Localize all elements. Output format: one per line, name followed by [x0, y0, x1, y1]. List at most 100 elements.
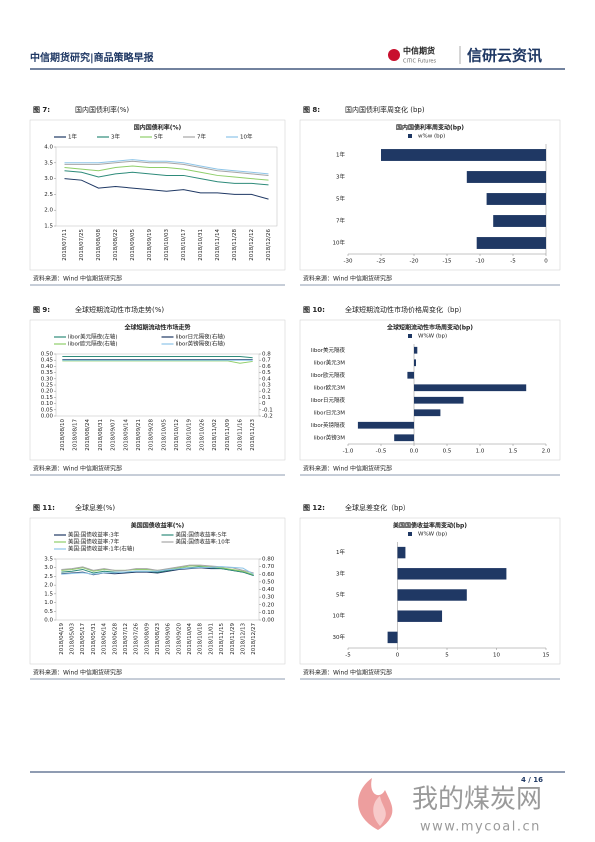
x-tick-label: 2018/11/23	[250, 419, 256, 451]
y2-tick-label: 0.30	[262, 595, 275, 601]
y-tick-label: 2.5	[44, 574, 53, 580]
y-tick-label: 3.0	[44, 565, 53, 571]
x-tick-label: -5	[510, 259, 516, 265]
legend-label: 美国:国债收益率:3年	[68, 531, 120, 539]
series-line	[64, 178, 269, 200]
bar	[397, 568, 507, 580]
legend-label: 7年	[197, 133, 206, 141]
bar	[414, 409, 441, 417]
x-tick-label: 2018/09/19	[147, 229, 153, 261]
chart-frame	[29, 119, 286, 271]
chart-title: 国内国债利率周变动(bp)	[396, 124, 464, 132]
series-line	[64, 170, 269, 186]
y-tick-label: 2.5	[44, 192, 53, 198]
y-tick-label: 3.5	[44, 160, 53, 166]
x-tick-label: 2018/10/17	[181, 229, 187, 261]
chart-title: 美国国债收益率(%)	[130, 522, 185, 530]
series-line	[61, 566, 254, 575]
legend-label: W%W (bp)	[418, 532, 447, 538]
bar	[414, 384, 527, 392]
x-tick-label: 2018/11/16	[237, 419, 243, 451]
series-line	[64, 159, 269, 175]
y2-tick-label: 0.3	[262, 383, 271, 389]
y-tick-label: 0.00	[41, 414, 54, 420]
figure-caption: 国内国债利率周变化 (bp)	[345, 105, 425, 114]
x-tick-label: 2018/10/19	[187, 419, 193, 451]
y-tick-label: 1.0	[44, 600, 53, 606]
bar	[414, 396, 464, 404]
legend-label: libor美元隔夜(左轴)	[68, 333, 117, 341]
x-tick-label: 1.5	[509, 449, 518, 455]
y-tick-label: 0.40	[41, 364, 54, 370]
x-tick-label: 2018/06/14	[102, 623, 108, 655]
y-tick-label: 0.10	[41, 401, 54, 407]
legend-label: 5年	[154, 133, 163, 141]
x-tick-label: 2018/08/10	[60, 419, 66, 451]
logo-cn: 中信期货	[403, 46, 435, 56]
legend-label: libor欧元隔夜(右轴)	[68, 340, 117, 348]
legend-label: 美国:国债收益率:7年	[68, 538, 120, 546]
series-line	[64, 165, 269, 181]
y-tick-label: 0.20	[41, 389, 54, 395]
chart-title: 国内国债利率(%)	[134, 124, 182, 132]
bar	[397, 546, 406, 559]
category-label: libor日元隔夜	[311, 396, 346, 404]
plot-frame	[55, 146, 278, 227]
category-label: libor日元3M	[314, 409, 346, 416]
logo-icon	[388, 49, 400, 61]
legend-label: 10年	[240, 133, 253, 141]
x-tick-label: 2018/11/29	[230, 623, 236, 655]
x-tick-label: 2018/08/17	[73, 419, 79, 451]
x-tick-label: 5	[445, 653, 449, 659]
series-line	[62, 355, 253, 359]
brand: 信研云资讯	[467, 47, 542, 65]
x-tick-label: 2018/07/26	[134, 623, 140, 655]
x-tick-label: 2018/12/26	[266, 229, 272, 261]
watermark-url: www.mycoal.cn	[420, 820, 541, 835]
category-label: libor欧元3M	[314, 383, 346, 391]
figure-source: 资料来源：Wind 中信期货研究部	[33, 275, 122, 283]
x-tick-label: -20	[410, 259, 419, 265]
figure-caption: 全球短期流动性市场走势(%)	[75, 305, 164, 314]
category-label: 3年	[336, 173, 345, 181]
chart-frame	[29, 319, 286, 461]
legend-swatch	[408, 134, 412, 138]
y-tick-label: 2.0	[44, 583, 53, 589]
figure-label: 图 9:	[33, 305, 50, 314]
bar	[414, 346, 418, 354]
x-tick-label: 2018/05/03	[70, 623, 76, 655]
x-tick-label: 2018/07/11	[62, 229, 68, 261]
y2-tick-label: -0.1	[262, 407, 273, 413]
x-tick-label: 2018/10/05	[161, 419, 167, 451]
x-tick-label: 10	[493, 653, 500, 659]
x-tick-label: 2018/08/22	[113, 229, 119, 261]
category-label: libor美元隔夜	[311, 346, 346, 354]
bar	[381, 149, 546, 161]
chart-frame	[299, 517, 561, 665]
x-tick-label: 15	[543, 653, 550, 659]
x-tick-label: 2018/11/02	[212, 419, 218, 451]
x-tick-label: 0	[544, 259, 548, 265]
page-number: 4 / 16	[521, 776, 543, 784]
y2-tick-label: -0.2	[262, 414, 273, 420]
figure-label: 图 10:	[303, 305, 325, 314]
category-label: 3年	[336, 569, 345, 577]
legend-label: libor英镑隔夜(右轴)	[176, 340, 225, 348]
x-tick-label: -5	[345, 653, 351, 659]
bar	[397, 610, 443, 622]
y-tick-label: 1.5	[44, 591, 53, 597]
y2-tick-label: 0.50	[262, 579, 275, 585]
legend-swatch	[408, 334, 412, 338]
category-label: 5年	[336, 591, 345, 599]
figure-label: 图 11:	[33, 503, 55, 512]
y-tick-label: 0.45	[41, 358, 54, 364]
bar	[493, 215, 546, 227]
x-tick-label: -30	[344, 259, 353, 265]
x-tick-label: -10	[476, 259, 485, 265]
bar	[407, 371, 414, 379]
legend-label: 1年	[68, 133, 77, 141]
legend-swatch	[408, 532, 412, 536]
figure-source: 资料来源：Wind 中信期货研究部	[33, 465, 122, 473]
